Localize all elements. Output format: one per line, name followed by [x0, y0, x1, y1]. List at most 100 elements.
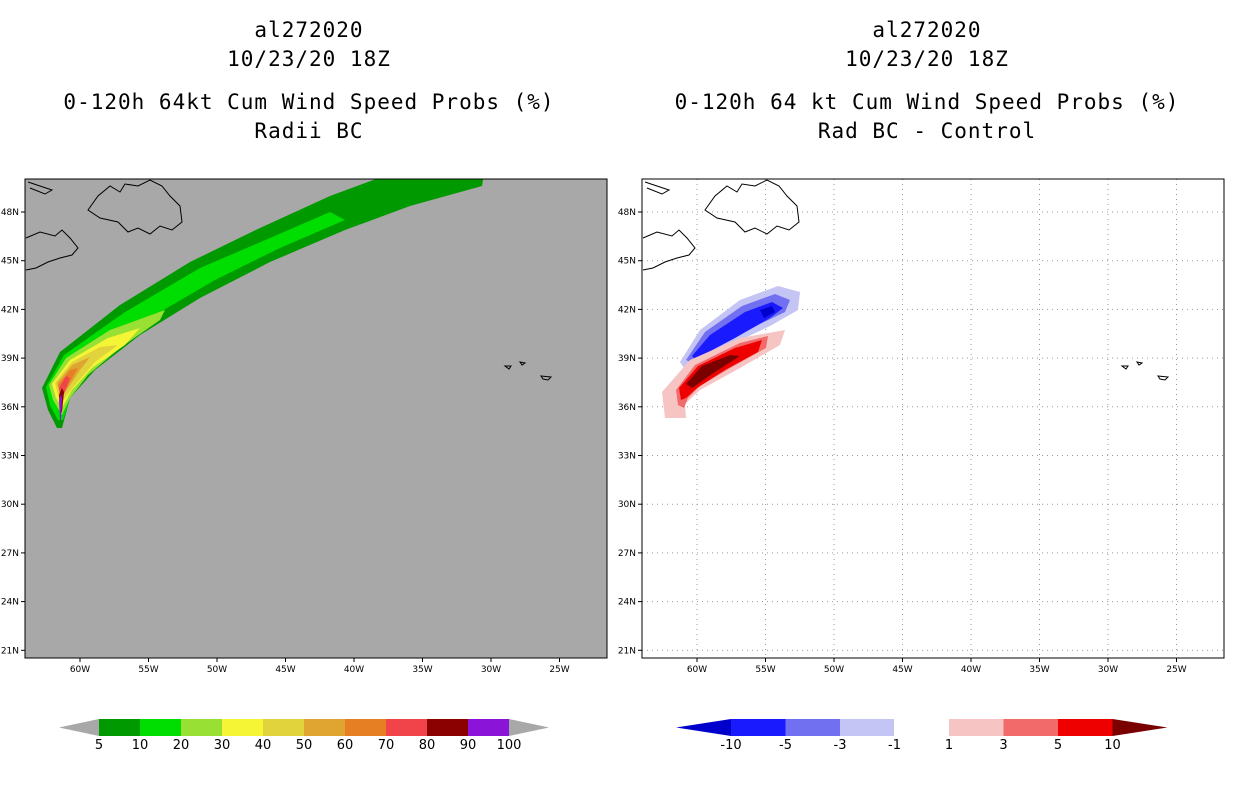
left-lon-axis: 60W 55W 50W 45W 40W 35W 30W 25W [70, 658, 570, 675]
lat-label: 27N [618, 549, 636, 559]
left-colorbar-label: 80 [419, 738, 436, 753]
left-colorbar-swatch [468, 719, 509, 736]
right-lon-axis: 60W 55W 50W 45W 40W 35W 30W 25W [687, 658, 1187, 675]
right-colorbar-label: -3 [834, 738, 847, 753]
left-colorbar-swatch [181, 719, 222, 736]
lat-label: 42N [1, 305, 19, 315]
right-map: 48N 45N 42N 39N 36N 33N 30N 27N 24N 21N 60W 55W 50W… [618, 178, 1225, 675]
lon-label: 40W [344, 665, 364, 675]
right-colorbar-swatch [1003, 719, 1058, 736]
lat-label: 48N [1, 208, 19, 218]
left-colorbar-swatch [222, 719, 263, 736]
left-colorbar-swatch [345, 719, 386, 736]
lon-label: 35W [412, 665, 432, 675]
lat-label: 45N [1, 257, 19, 267]
lat-label: 33N [1, 452, 19, 462]
left-colorbar-swatch [304, 719, 345, 736]
right-colorbar-high-arrow [1112, 719, 1168, 736]
right-colorbar-label: 3 [999, 738, 1007, 753]
left-product: 0-120h 64kt Cum Wind Speed Probs (%) [63, 90, 555, 114]
lat-label: 27N [1, 549, 19, 559]
lon-label: 25W [549, 665, 569, 675]
right-date: 10/23/20 18Z [845, 47, 1009, 71]
right-title-top: al272020 10/23/20 18Z [618, 16, 1236, 74]
left-lat-axis: 48N 45N 42N 39N 36N 33N 30N 27N 24N 21N [1, 208, 25, 656]
left-colorbar-label: 20 [173, 738, 190, 753]
lat-label: 21N [618, 646, 636, 656]
left-colorbar-low-arrow [59, 719, 99, 736]
lon-label: 30W [1098, 665, 1118, 675]
right-gridlines [642, 179, 1224, 658]
left-colorbar-label: 5 [95, 738, 103, 753]
left-colorbar-label: 70 [378, 738, 395, 753]
lat-label: 36N [618, 403, 636, 413]
left-colorbar-label: 40 [255, 738, 272, 753]
lon-label: 45W [275, 665, 295, 675]
left-title-bottom: 0-120h 64kt Cum Wind Speed Probs (%) Rad… [0, 88, 618, 146]
lon-label: 50W [824, 665, 844, 675]
lat-label: 48N [618, 208, 636, 218]
lon-label: 30W [481, 665, 501, 675]
left-colorbar-high-arrow [509, 719, 549, 736]
right-colorbar-label: 5 [1054, 738, 1062, 753]
left-colorbar-swatch [386, 719, 427, 736]
left-map-frame [24, 178, 608, 659]
right-map-frame [641, 178, 1225, 659]
right-colorbar-swatch [785, 719, 840, 736]
right-colorbar-label: -10 [720, 738, 741, 753]
left-colorbar-swatch [99, 719, 140, 736]
left-colorbar-label: 60 [337, 738, 354, 753]
lon-label: 40W [961, 665, 981, 675]
left-colorbar-label: 100 [497, 738, 522, 753]
right-colorbar-low-arrow [676, 719, 731, 736]
right-colorbar-swatch [731, 719, 786, 736]
lat-label: 39N [618, 354, 636, 364]
lat-label: 42N [618, 305, 636, 315]
right-title-bottom: 0-120h 64 kt Cum Wind Speed Probs (%) Ra… [618, 88, 1236, 146]
left-colorbar: 5 10 20 30 40 50 60 70 80 90 100 [59, 719, 549, 753]
left-colorbar-label: 10 [132, 738, 149, 753]
lat-label: 24N [1, 598, 19, 608]
right-product: 0-120h 64 kt Cum Wind Speed Probs (%) [674, 90, 1180, 114]
left-colorbar-label: 30 [214, 738, 231, 753]
left-map-background [25, 179, 607, 658]
lon-label: 25W [1166, 665, 1186, 675]
left-colorbar-label: 90 [460, 738, 477, 753]
lat-label: 24N [618, 598, 636, 608]
lat-label: 36N [1, 403, 19, 413]
left-colorbar-swatch [140, 719, 181, 736]
lat-label: 45N [618, 257, 636, 267]
lon-label: 60W [687, 665, 707, 675]
lon-label: 55W [138, 665, 158, 675]
right-colorbar-swatch [894, 718, 950, 737]
right-colorbar-label: -1 [888, 738, 901, 753]
right-colorbar-label: 10 [1104, 738, 1121, 753]
lat-label: 21N [1, 646, 19, 656]
lat-label: 30N [618, 500, 636, 510]
left-date: 10/23/20 18Z [227, 47, 391, 71]
left-map: 48N 45N 42N 39N 36N 33N 30N 27N 24N 21N 60W 55W 50W… [1, 178, 608, 675]
lat-label: 39N [1, 354, 19, 364]
lon-label: 55W [755, 665, 775, 675]
right-colorbar-label: 1 [945, 738, 953, 753]
lon-label: 60W [70, 665, 90, 675]
left-probability-swath [25, 179, 553, 428]
lon-label: 35W [1029, 665, 1049, 675]
right-colorbar-swatch [949, 719, 1004, 736]
left-colorbar-swatch [263, 719, 304, 736]
lat-label: 33N [618, 452, 636, 462]
right-colorbar-label: -5 [779, 738, 792, 753]
right-difference-field [642, 179, 1170, 418]
right-storm-id: al272020 [872, 18, 982, 42]
right-subtitle: Rad BC - Control [817, 119, 1037, 143]
left-colorbar-swatch [427, 719, 468, 736]
left-title-top: al272020 10/23/20 18Z [0, 16, 618, 74]
lon-label: 45W [892, 665, 912, 675]
left-storm-id: al272020 [254, 18, 364, 42]
right-map-background [642, 179, 1224, 658]
right-colorbar: -10 -5 -3 -1 1 3 5 10 [676, 718, 1168, 753]
lon-label: 50W [207, 665, 227, 675]
right-lat-axis: 48N 45N 42N 39N 36N 33N 30N 27N 24N 21N [618, 208, 642, 656]
right-colorbar-swatch [1058, 719, 1113, 736]
lat-label: 30N [1, 500, 19, 510]
